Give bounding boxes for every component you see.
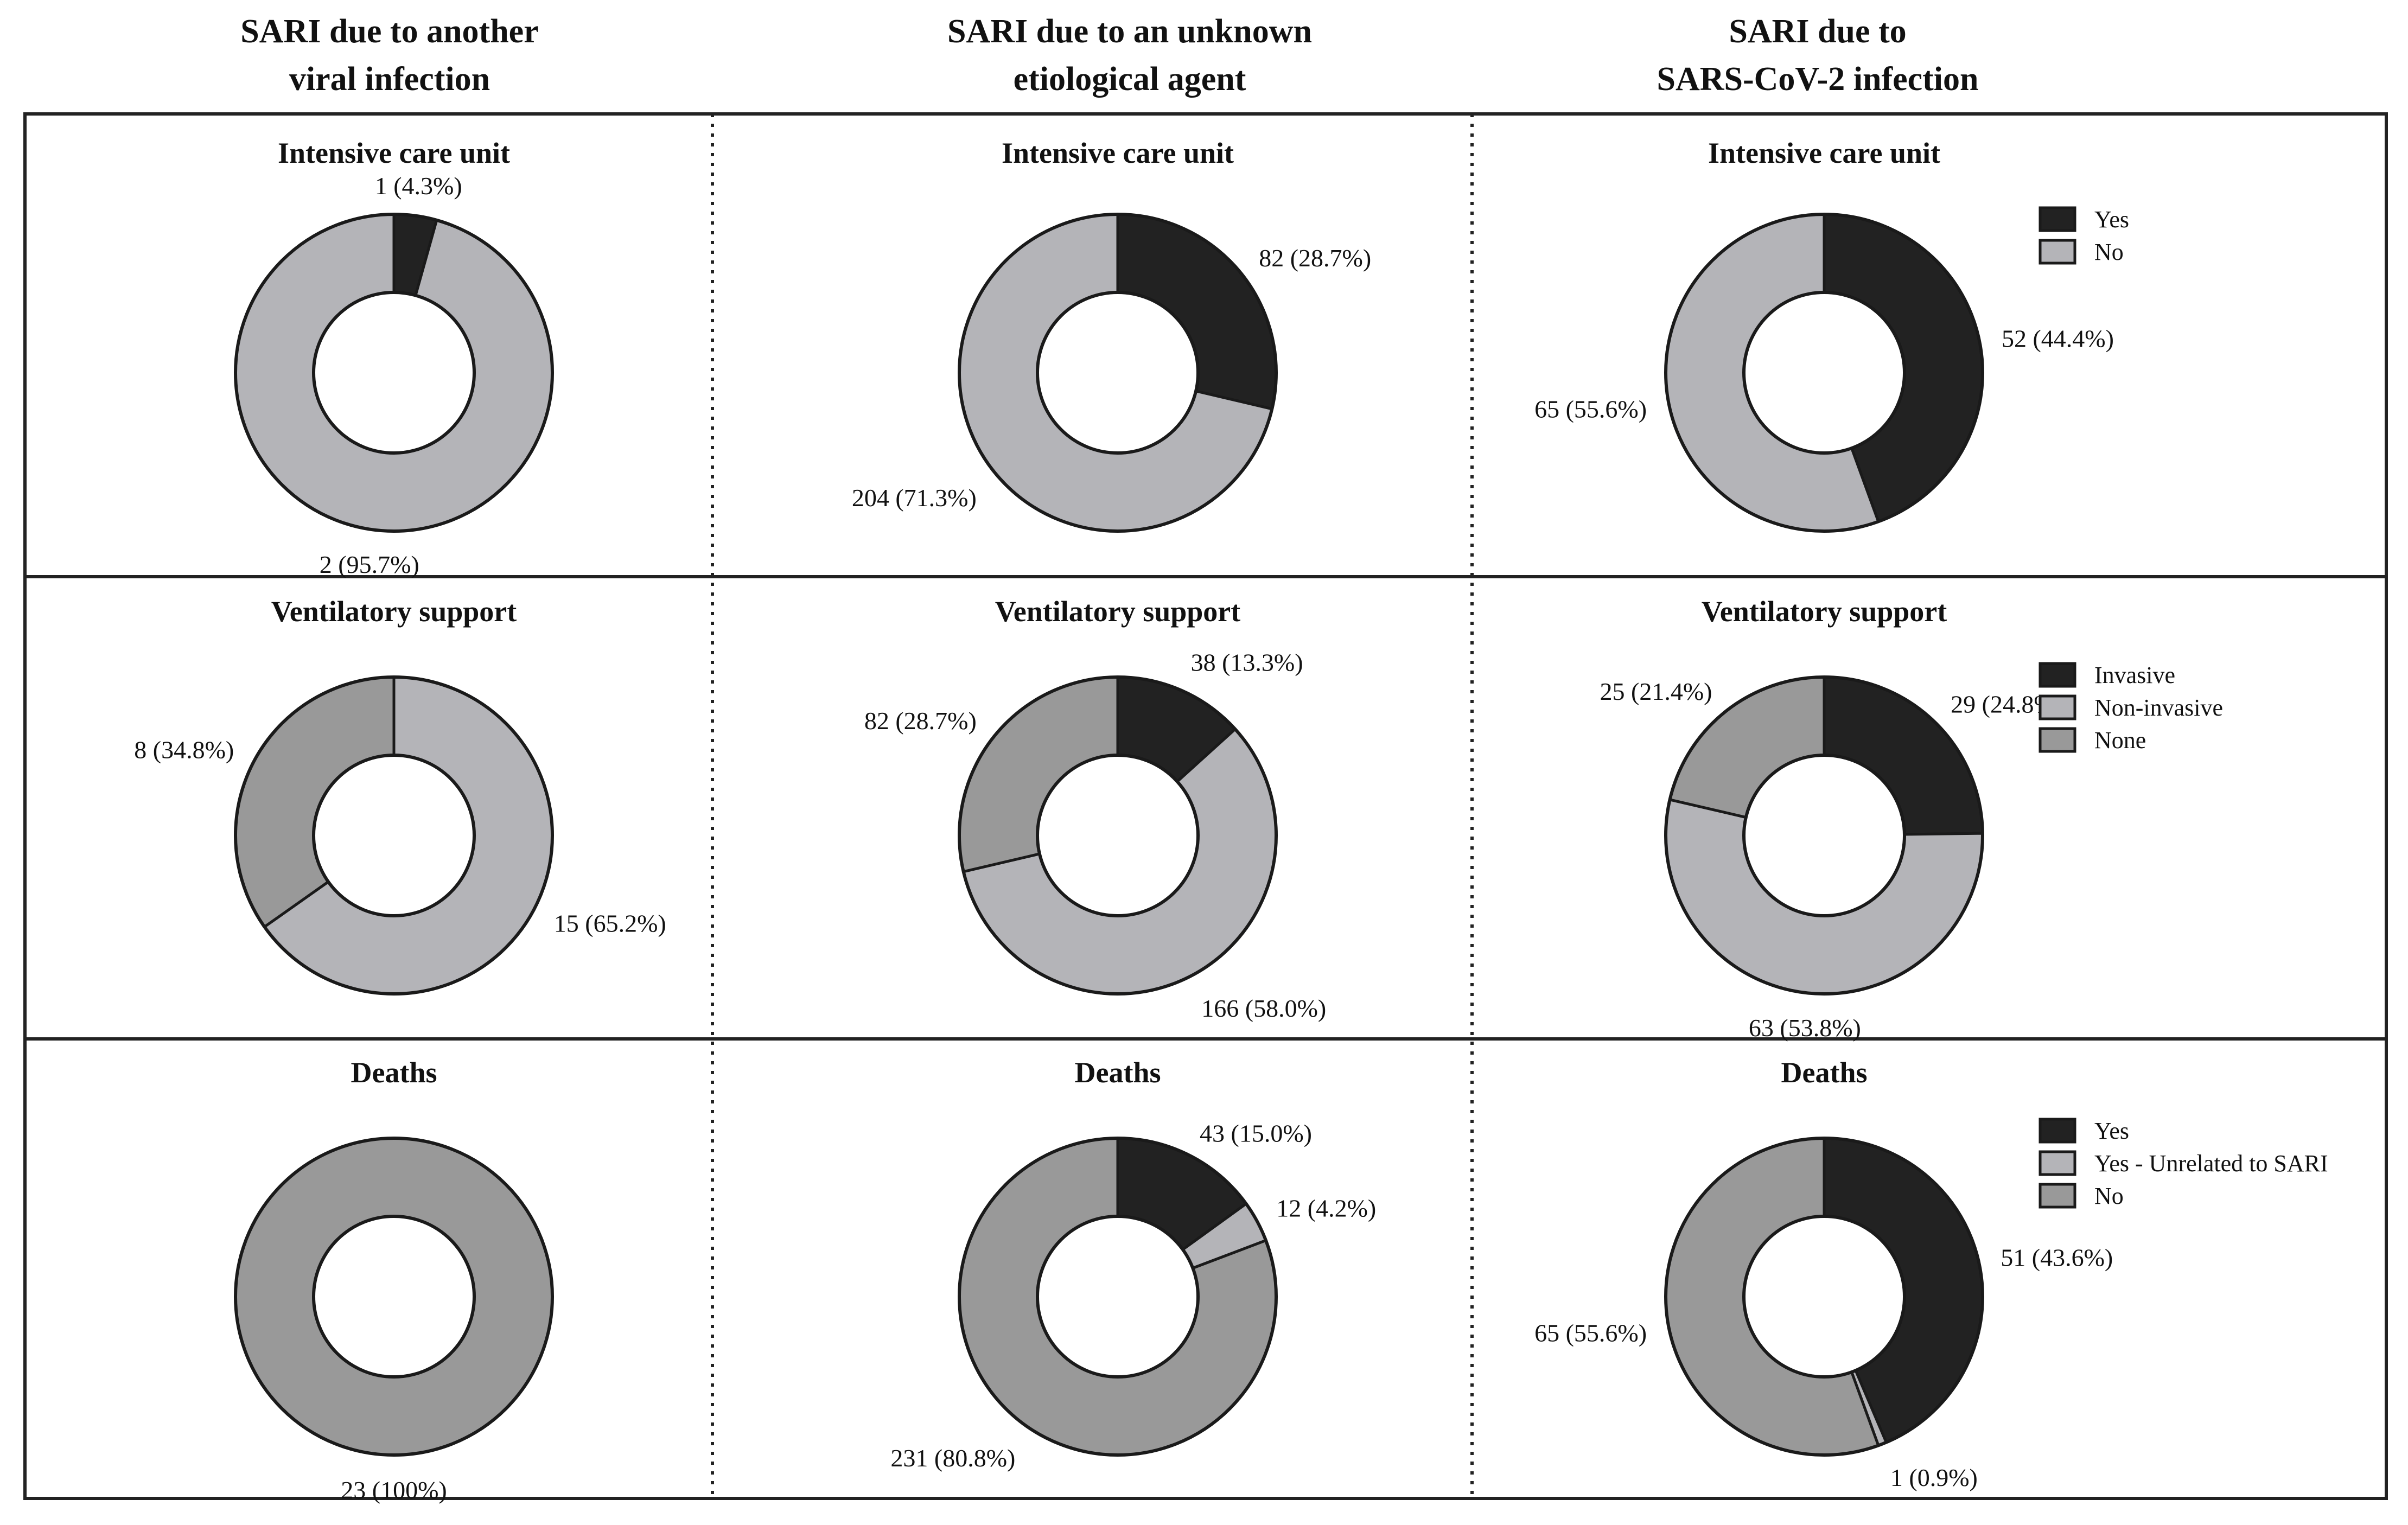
ring-outline-inner: [312, 1215, 476, 1379]
data-label-yes-unrelated-to-sari: 1 (0.9%): [1890, 1464, 1978, 1491]
donut-intensive-care-unit-col1: Intensive care unit 1 (4.3%) 2 (95.7%): [234, 137, 554, 578]
panel-title: Deaths: [1781, 1056, 1868, 1089]
data-label-yes: 43 (15.0%): [1200, 1119, 1312, 1147]
panel-title: Ventilatory support: [1702, 595, 1947, 628]
donut-ventilatory-support-col2: Ventilatory support 38 (13.3%) 166 (58.0%)…: [864, 595, 1326, 1022]
data-label-none: 25 (21.4%): [1600, 678, 1712, 705]
legend-swatch-yes: [2038, 1118, 2076, 1144]
legend-label-no: No: [2094, 1183, 2124, 1209]
panel-title: Deaths: [351, 1056, 437, 1089]
column-title-unknown-agent: SARI due to an unknown etiological agent: [947, 13, 1312, 98]
legend-swatch-yes: [2038, 206, 2076, 232]
ring-outline-inner: [1742, 1215, 1906, 1379]
legend-label-non-invasive: Non-invasive: [2094, 694, 2223, 721]
ring-outline-outer: [234, 1137, 554, 1457]
panel-title: Intensive care unit: [1002, 137, 1234, 169]
ring-outline-outer: [958, 1137, 1278, 1457]
ring-outline-inner: [312, 291, 476, 455]
legend-label-no: No: [2094, 239, 2124, 265]
ring-outline-inner: [1036, 754, 1200, 917]
panel-title: Intensive care unit: [1708, 137, 1940, 169]
data-label-non-invasive: 166 (58.0%): [1201, 994, 1326, 1022]
donut-deaths-col1: Deaths 23 (100%): [234, 1056, 554, 1504]
ring-outline-outer: [1664, 675, 1984, 996]
donut-deaths-col3: Deaths 51 (43.6%) 1 (0.9%) 65 (55.6%): [1534, 1056, 2113, 1491]
data-label-yes: 82 (28.7%): [1259, 244, 1371, 272]
column-title-other-viral: SARI due to another viral infection: [240, 13, 539, 98]
donut-intensive-care-unit-col3: Intensive care unit 52 (44.4%) 65 (55.6%): [1534, 137, 2114, 533]
column-title-sars-cov-2: SARI due to SARS-CoV-2 infection: [1657, 13, 1979, 98]
legends: Yes No Invasive Non-invasive None Yes Yes - Un…: [2038, 206, 2328, 1209]
legend-swatch-non-invasive: [2038, 694, 2076, 720]
legend-swatch-yes-unrelated-to-sari: [2038, 1150, 2076, 1176]
ring-outline-outer: [234, 675, 554, 996]
donut-intensive-care-unit-col2: Intensive care unit 82 (28.7%) 204 (71.3%): [852, 137, 1371, 533]
data-label-non-invasive: 63 (53.8%): [1749, 1014, 1861, 1042]
ring-outline-outer: [234, 213, 554, 533]
donut-deaths-col2: Deaths 43 (15.0%) 12 (4.2%) 231 (80.8%): [890, 1056, 1376, 1472]
grid-frame: [23, 112, 2388, 1500]
data-label-no: 2 (95.7%): [320, 551, 419, 578]
legend-label-yes: Yes: [2094, 206, 2129, 233]
panel-title: Deaths: [1075, 1056, 1161, 1089]
ring-outline-outer: [958, 675, 1278, 996]
data-label-no: 23 (100%): [341, 1476, 447, 1504]
legend-swatch-invasive: [2038, 662, 2076, 688]
data-label-non-invasive: 15 (65.2%): [554, 910, 666, 937]
panel-title: Ventilatory support: [271, 595, 517, 628]
data-label-yes: 1 (4.3%): [375, 172, 462, 200]
ring-outline-inner: [1036, 291, 1200, 455]
ring-outline-outer: [1664, 1137, 1984, 1457]
ring-outline-inner: [1742, 754, 1906, 917]
outer-frame: [23, 112, 2388, 1500]
legend-row-2: Invasive Non-invasive None: [2038, 662, 2223, 754]
ring-outline-inner: [1742, 291, 1906, 455]
data-label-no: 231 (80.8%): [890, 1444, 1015, 1472]
legend-row-1: Yes No: [2038, 206, 2129, 265]
slice-no: [235, 1138, 552, 1455]
data-label-none: 82 (28.7%): [864, 707, 977, 735]
data-label-none: 8 (34.8%): [134, 736, 234, 763]
ring-outline-outer: [958, 213, 1278, 533]
legend-swatch-none: [2038, 727, 2076, 753]
data-label-yes: 51 (43.6%): [2001, 1244, 2113, 1272]
data-label-no: 65 (55.6%): [1534, 395, 1647, 423]
legend-label-invasive: Invasive: [2094, 662, 2175, 688]
ring-outline-inner: [1036, 1215, 1200, 1379]
legend-swatch-no: [2038, 239, 2076, 265]
panel-title: Ventilatory support: [995, 595, 1241, 628]
data-label-no: 204 (71.3%): [852, 484, 977, 512]
legend-label-none: None: [2094, 727, 2146, 754]
data-label-no: 65 (55.6%): [1534, 1319, 1647, 1347]
legend-label-yes-unrelated-to-sari: Yes - Unrelated to SARI: [2094, 1150, 2328, 1177]
legend-row-3: Yes Yes - Unrelated to SARI No: [2038, 1118, 2328, 1209]
legend-swatch-no: [2038, 1183, 2076, 1209]
data-label-invasive: 38 (13.3%): [1191, 649, 1303, 677]
data-label-yes-unrelated-to-sari: 12 (4.2%): [1276, 1194, 1376, 1222]
donut-ventilatory-support-col1: Ventilatory support 15 (65.2%) 8 (34.8%): [134, 595, 666, 996]
legend-label-yes: Yes: [2094, 1118, 2129, 1144]
panel-title: Intensive care unit: [278, 137, 510, 169]
data-label-yes: 52 (44.4%): [2002, 324, 2114, 352]
ring-outline-outer: [1664, 213, 1984, 533]
ring-outline-inner: [312, 754, 476, 917]
